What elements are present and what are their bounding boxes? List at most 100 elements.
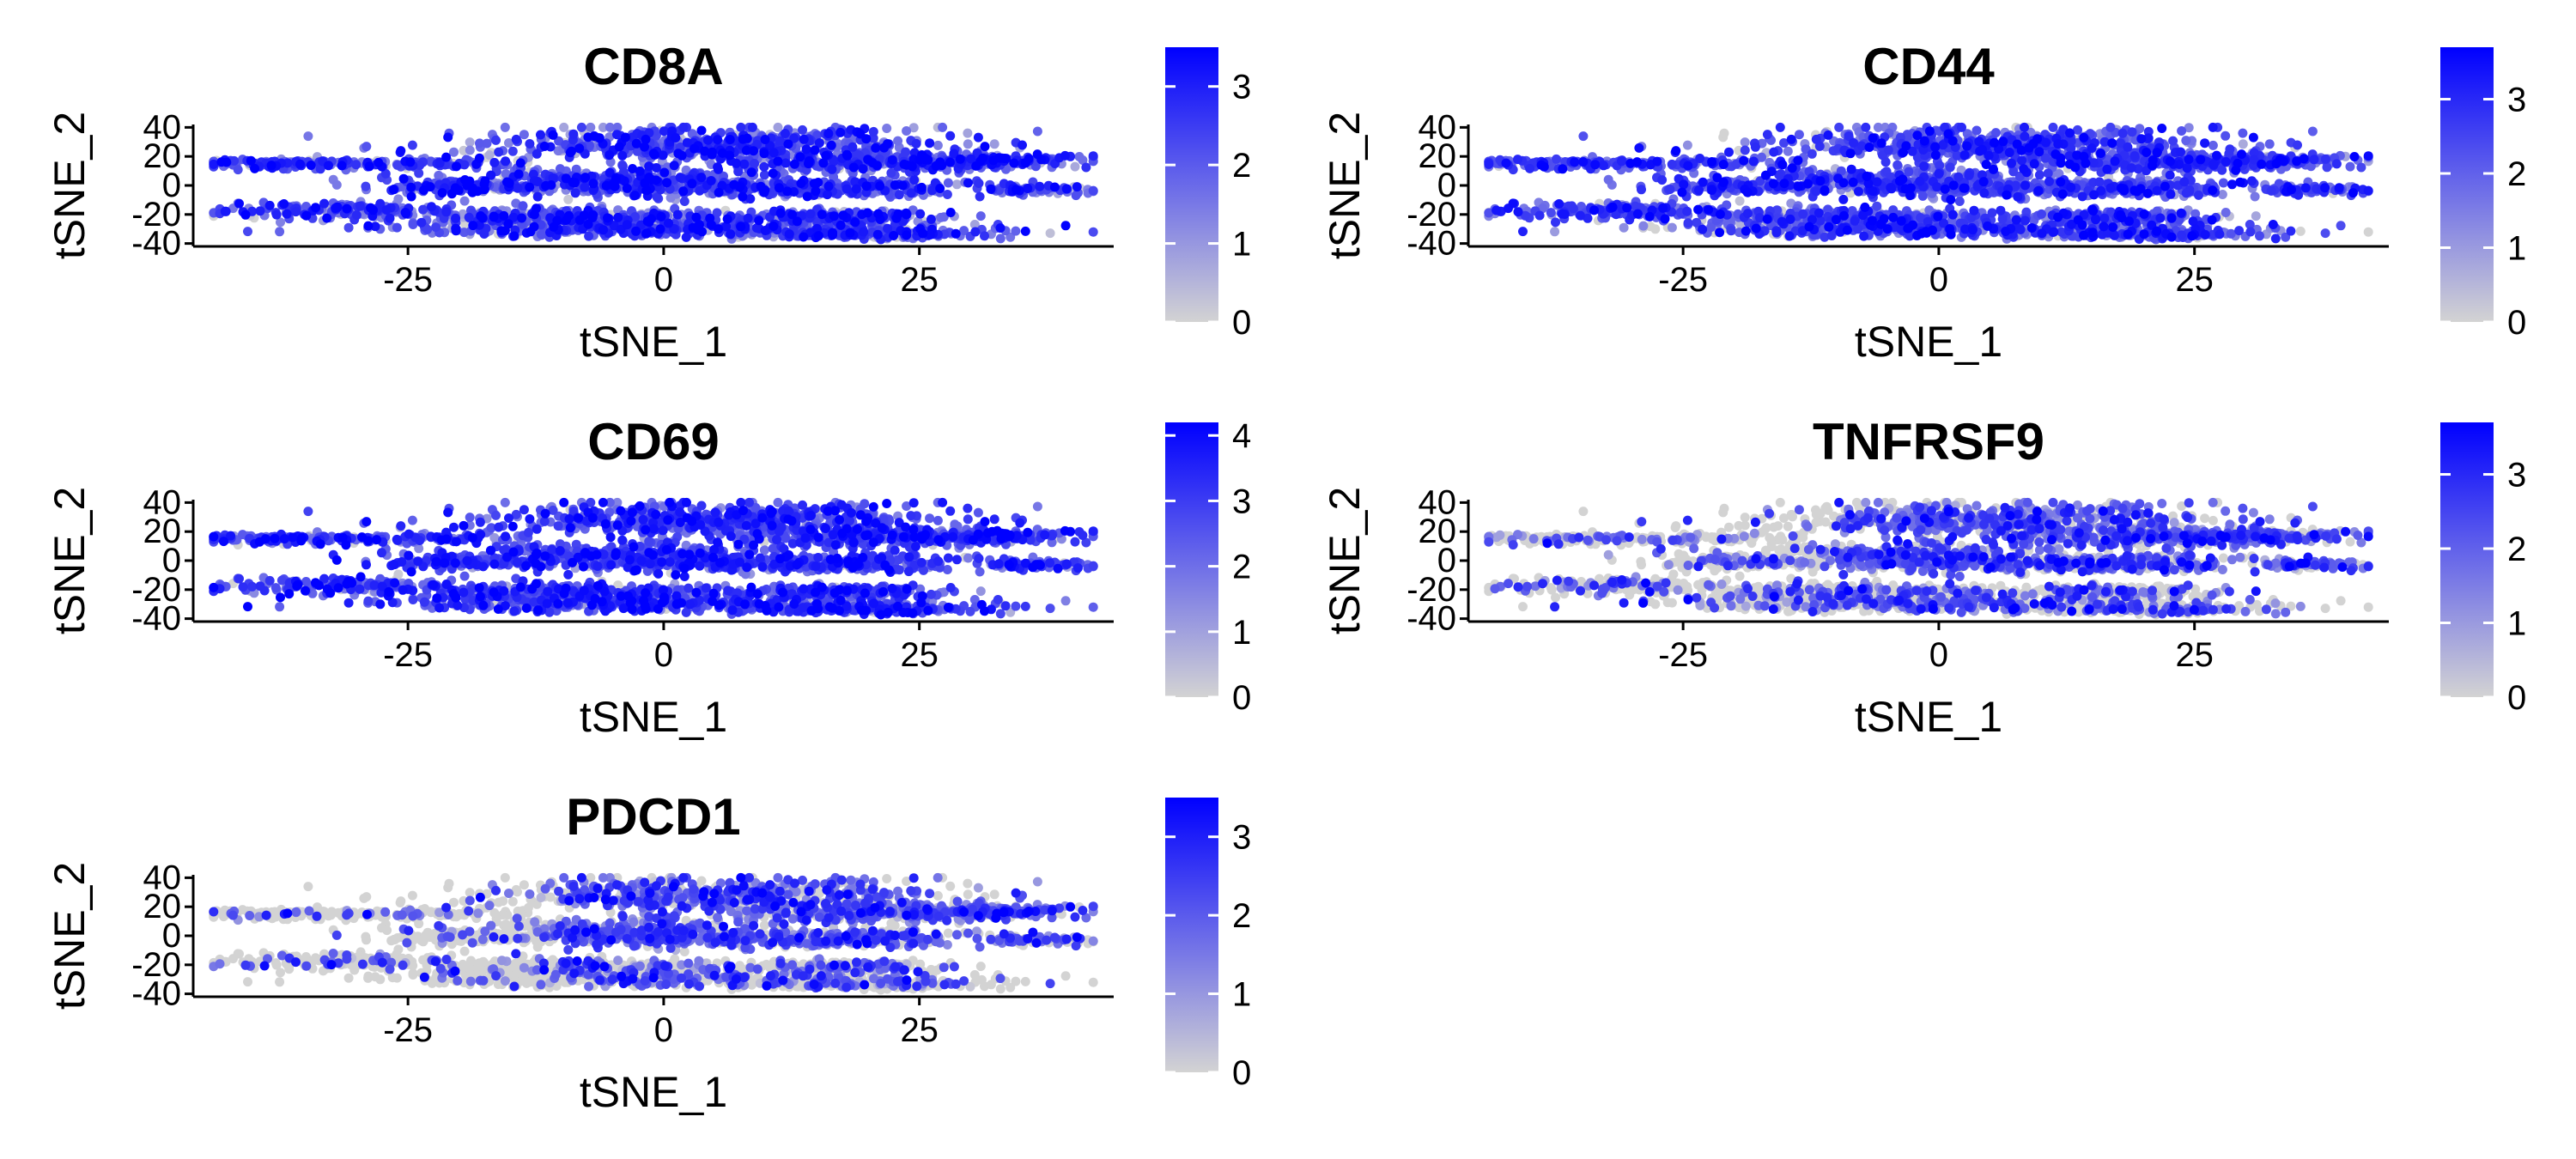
cell-point (1012, 185, 1021, 195)
cell-point (355, 201, 365, 211)
cell-point (658, 150, 668, 161)
cell-point (374, 157, 384, 167)
cell-point (733, 167, 744, 177)
cell-point (525, 182, 535, 192)
cell-point (801, 144, 811, 155)
cell-point (677, 150, 687, 161)
cell-point (614, 142, 624, 152)
cell-point (829, 211, 839, 221)
cell-point (331, 179, 342, 190)
cell-point (861, 134, 872, 144)
cell-point (324, 161, 333, 171)
cell-point (664, 218, 673, 228)
cell-point (678, 122, 689, 132)
cell-point (427, 202, 436, 212)
cell-point (400, 208, 410, 217)
cell-point (811, 186, 821, 197)
cell-point (2251, 211, 2261, 221)
cell-point (392, 222, 402, 233)
cell-point (925, 138, 935, 149)
cell-point (301, 210, 312, 221)
cell-point (826, 140, 836, 150)
cell-point (291, 207, 301, 217)
cell-point (882, 124, 892, 133)
cell-point (443, 132, 453, 143)
cell-point (693, 225, 702, 235)
cell-point (975, 211, 986, 221)
cell-point (759, 161, 769, 172)
cell-point (589, 131, 599, 142)
cell-point (732, 158, 741, 168)
cell-point (675, 173, 685, 183)
cell-point (722, 214, 732, 224)
cell-point (564, 210, 574, 221)
cell-point (995, 234, 1005, 244)
cell-point (568, 129, 579, 139)
cell-point (672, 209, 683, 220)
cell-point (789, 159, 799, 169)
cell-point (364, 161, 374, 172)
cell-point (494, 147, 504, 157)
cell-point (690, 143, 699, 154)
cell-point (559, 122, 569, 132)
cell-point (838, 210, 848, 221)
cell-point (532, 191, 543, 202)
cell-point (835, 220, 846, 230)
cell-point (1074, 152, 1084, 161)
cell-point (574, 215, 585, 225)
cell-point (738, 191, 748, 202)
cell-point (532, 177, 543, 186)
cell-point (915, 209, 926, 219)
cell-point (774, 183, 784, 193)
cell-point (1060, 150, 1070, 161)
cell-point (973, 132, 983, 143)
cell-point (1917, 191, 1928, 201)
cell-point (255, 206, 265, 216)
x-tick-label: -25 (383, 261, 433, 299)
cell-point (938, 122, 948, 132)
cell-point (1740, 137, 1750, 148)
cell-point (703, 135, 713, 145)
cell-point (713, 162, 723, 173)
cell-point (850, 217, 860, 228)
cell-point (465, 145, 475, 155)
cell-point (994, 153, 1004, 163)
cell-point (1757, 152, 1767, 162)
cell-point (500, 122, 510, 132)
cell-point (517, 213, 527, 223)
cell-point (416, 217, 427, 228)
scatter-points (1484, 122, 2373, 245)
cell-point (963, 128, 973, 138)
cell-point (818, 158, 829, 168)
cell-point (714, 187, 724, 197)
cell-point (484, 150, 495, 161)
x-tick-label: 0 (654, 261, 673, 299)
cell-point (738, 134, 748, 144)
cell-point (669, 161, 679, 171)
cell-point (1072, 182, 1082, 192)
cell-point (873, 209, 884, 219)
cell-point (696, 173, 707, 183)
cell-point (859, 227, 869, 237)
cell-point (899, 159, 909, 169)
colorbar-tick-label: 3 (1232, 69, 1251, 106)
cell-point (586, 122, 596, 132)
cell-point (518, 201, 528, 211)
cell-point (687, 179, 697, 189)
cell-point (1971, 125, 1982, 136)
y-axis-label: tSNE_2 (46, 112, 94, 259)
cell-point (963, 139, 973, 149)
cell-point (942, 190, 952, 199)
y-tick-label: -40 (131, 225, 181, 263)
cell-point (828, 228, 838, 238)
cell-point (769, 221, 779, 231)
cell-point (617, 150, 628, 161)
cell-point (933, 140, 943, 150)
cell-point (768, 168, 778, 179)
cell-point (952, 179, 962, 190)
cell-point (396, 146, 406, 156)
cell-point (1032, 126, 1042, 137)
cell-point (605, 150, 615, 161)
